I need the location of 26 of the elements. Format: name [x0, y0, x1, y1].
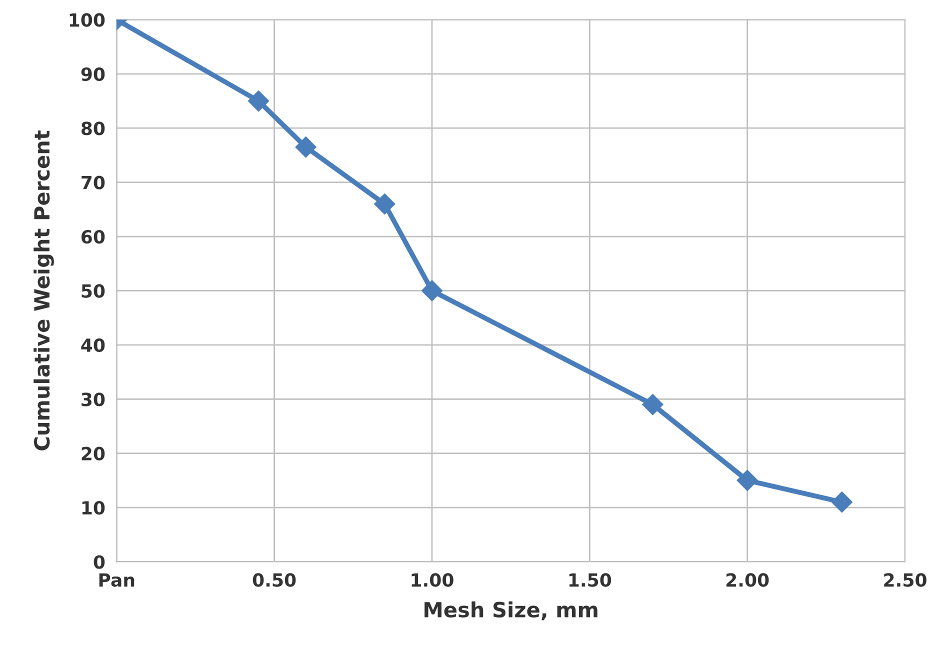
- x-tick-label: 1.00: [412, 573, 454, 587]
- x-tick-label: 1.50: [569, 573, 612, 587]
- y-tick-label: 20: [82, 446, 105, 460]
- point: [642, 394, 664, 416]
- point: [295, 136, 316, 158]
- x-tick-label: Pan: [99, 573, 134, 587]
- y-axis-title: Cumulative Weight Percent: [34, 130, 54, 450]
- x-axis-title: Mesh Size, mm: [424, 601, 598, 620]
- y-tick-label: 70: [82, 176, 105, 190]
- x-tick-label: 0.50: [252, 573, 296, 587]
- y-tick-label: 100: [70, 13, 105, 27]
- y-tick-label: 40: [81, 338, 105, 352]
- y-tick-label: 0: [94, 555, 105, 569]
- point: [736, 470, 758, 491]
- point: [421, 280, 442, 302]
- point: [248, 90, 270, 112]
- y-tick-label: 10: [82, 500, 105, 515]
- y-tick-label: 30: [82, 392, 105, 406]
- point: [374, 193, 396, 215]
- y-tick-label: 50: [82, 284, 105, 298]
- point: [831, 492, 852, 513]
- x-tick-label: 2.50: [884, 573, 926, 587]
- x-tick-label: 2.00: [726, 573, 769, 587]
- y-tick-label: 90: [81, 67, 105, 82]
- y-tick-label: 80: [81, 122, 105, 136]
- y-tick-label: 60: [82, 230, 105, 244]
